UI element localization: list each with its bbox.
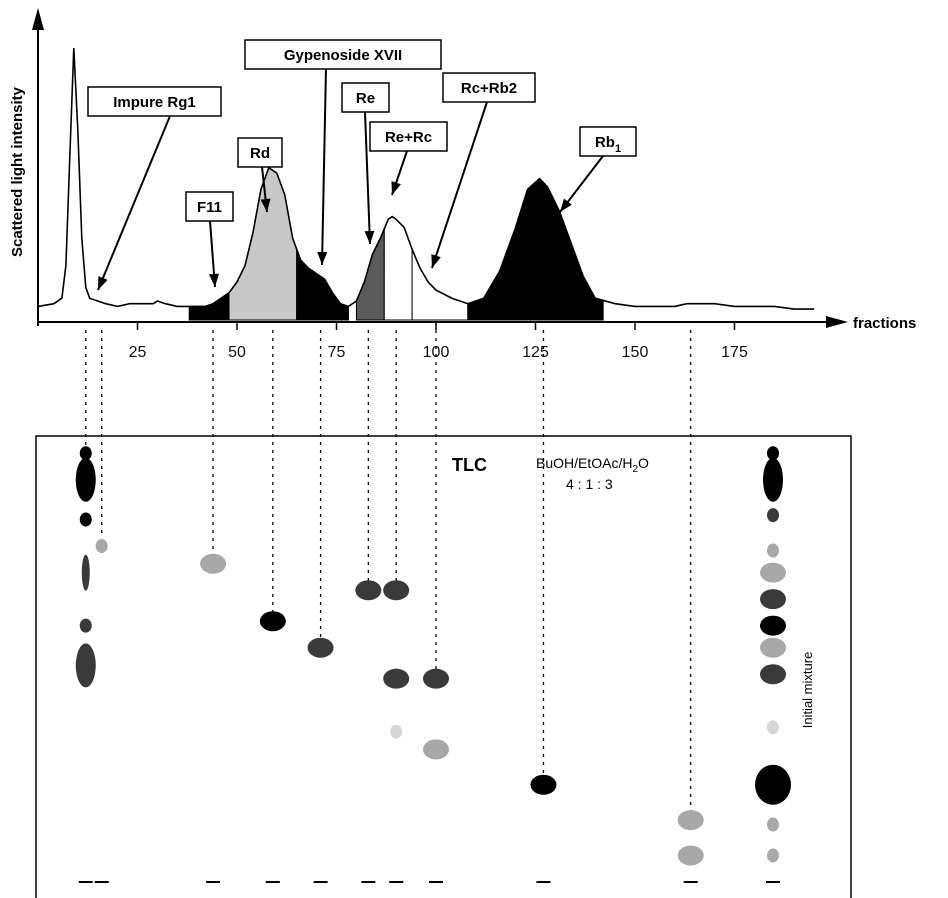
tlc-spot-fraction-100-1 (423, 739, 449, 760)
label-text-impure-rg1: Impure Rg1 (113, 94, 196, 111)
tlc-spot-fraction-83-0 (355, 580, 382, 601)
tlc-spot-fraction-12-4 (79, 618, 92, 633)
tlc-spot-initial-mixture-11 (767, 817, 779, 832)
tlc-spot-initial-mixture-10 (755, 764, 791, 805)
tlc-spot-fraction-90-0 (383, 580, 410, 601)
tlc-spot-initial-mixture-8 (760, 664, 786, 685)
label-text-re-rc: Re+Rc (385, 129, 432, 146)
tlc-spot-fraction-59-0 (259, 611, 286, 632)
tlc-spot-initial-mixture-5 (760, 589, 786, 610)
tlc-spot-fraction-90-1 (383, 668, 410, 689)
fraction-link-lines (85, 330, 692, 813)
tlc-spot-fraction-164-0 (677, 810, 704, 831)
peak-region-rd (228, 166, 298, 321)
tlc-spot-fraction-12-0 (79, 446, 92, 461)
x-tick-label-25: 25 (129, 344, 147, 361)
label-box-impure-rg1 (87, 86, 222, 117)
arrowhead-f11 (209, 273, 220, 287)
tlc-spot-fraction-16-0 (95, 539, 108, 554)
label-box-rc-rb2 (442, 72, 536, 103)
arrow-gypenoside-xvii (321, 67, 327, 266)
label-text-rd: Rd (250, 145, 270, 162)
tlc-spot-initial-mixture-12 (767, 848, 779, 863)
x-tick-label-125: 125 (522, 344, 549, 361)
label-box-gypenoside-xvii (244, 39, 442, 70)
peak-region-rb1 (467, 177, 604, 321)
x-tick-label-175: 175 (721, 344, 748, 361)
arrowhead-impure-rg1 (98, 276, 108, 290)
peak-region-rc-rb2 (411, 249, 469, 321)
tlc-title: TLC (452, 455, 487, 475)
arrow-rc-rb2 (431, 101, 488, 269)
x-axis-title: fractions (853, 315, 916, 332)
tlc-spot-fraction-100-0 (423, 668, 449, 689)
label-box-rb1 (579, 126, 637, 157)
tlc-spot-initial-mixture-0 (767, 446, 779, 461)
tlc-spot-fraction-127-0 (530, 774, 557, 795)
tlc-spot-initial-mixture-4 (760, 562, 786, 583)
arrowhead-re-rc (391, 181, 401, 195)
x-tick-label-75: 75 (328, 344, 346, 361)
initial-mixture-label: Initial mixture (800, 652, 815, 729)
tlc-spot-fraction-12-5 (75, 643, 96, 688)
tlc-spot-initial-mixture-7 (760, 637, 786, 658)
tlc-spot-initial-mixture-2 (767, 508, 779, 523)
tlc-spot-fraction-12-2 (79, 512, 92, 527)
label-text-re: Re (356, 90, 375, 107)
x-tick-label-150: 150 (622, 344, 649, 361)
tlc-spot-fraction-90-2 (390, 724, 403, 739)
tlc-spot-fraction-12-3 (81, 554, 90, 591)
tlc-spot-fraction-71-0 (307, 637, 334, 658)
tlc-spot-initial-mixture-3 (767, 543, 779, 558)
arrowhead-rd (260, 198, 271, 212)
chromatogram-panel: 25 50 75 100 125 150 175 fractions Scattered lig… (9, 8, 916, 361)
label-text-rb1: Rb1 (595, 134, 621, 155)
arrow-impure-rg1 (97, 115, 171, 291)
tlc-spot-fraction-44-0 (200, 553, 227, 574)
arrowhead-rb1 (560, 198, 572, 212)
x-axis-arrow (826, 316, 848, 328)
x-tick-label-50: 50 (228, 344, 246, 361)
arrowhead-gypenoside-xvii (317, 251, 328, 265)
elsd-trace-line (37, 47, 815, 310)
tlc-spot-initial-mixture-9 (767, 720, 779, 735)
label-text-gypenoside-xvii: Gypenoside XVII (284, 47, 402, 64)
y-axis-title: Scattered light intensity (9, 86, 26, 257)
label-text-rc-rb2: Rc+Rb2 (461, 80, 517, 97)
solvent-ratio: 4 : 1 : 3 (566, 476, 613, 492)
tlc-spot-fraction-12-1 (75, 457, 96, 502)
solvent-system: BuOH/EtOAc/H2O (536, 455, 649, 475)
tlc-spot-fraction-164-1 (677, 845, 704, 866)
label-text-f11: F11 (197, 199, 222, 216)
peak-region-re-rc (383, 215, 413, 321)
tlc-spot-initial-mixture-1 (763, 457, 783, 502)
arrowhead-re (364, 230, 375, 244)
arrow-re (364, 111, 371, 245)
arrowhead-rc-rb2 (431, 254, 441, 268)
tlc-plate-frame (35, 435, 852, 898)
label-box-rd (237, 137, 283, 168)
y-axis-arrow (32, 8, 44, 30)
label-box-re-rc (369, 121, 448, 152)
label-box-f11 (185, 191, 234, 222)
label-box-re (341, 82, 390, 113)
x-tick-label-100: 100 (423, 344, 450, 361)
tlc-spot-initial-mixture-6 (760, 615, 786, 636)
